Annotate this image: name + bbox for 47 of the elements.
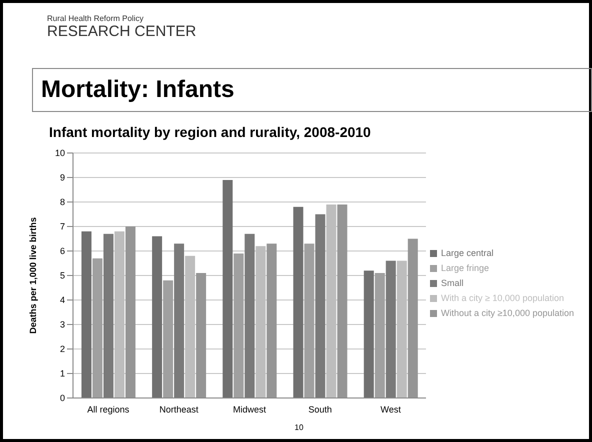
x-tick-label: All regions [87,404,130,414]
bar [244,234,255,398]
y-tick-label: 4 [60,295,65,306]
legend-label: With a city ≥ 10,000 population [440,292,564,302]
y-tick-label: 0 [60,393,65,404]
y-tick-label: 1 [60,368,65,379]
text: RESEARCH CENTER [47,23,196,40]
text: Rural Health Reform Policy [47,14,144,23]
bar [174,244,184,398]
bar [125,226,136,398]
bar [152,236,162,398]
bar [103,234,114,398]
bar [408,238,418,398]
legend-label: Large central [440,248,494,258]
y-tick-label: 8 [60,197,65,208]
y-tick-label: 6 [60,246,65,256]
bar [234,253,244,398]
y-tick-label: 5 [60,270,65,281]
y-tick-label: 9 [60,172,65,183]
bar [374,273,385,398]
bar [304,244,314,398]
y-axis-title: Deaths per 1,000 live births [28,217,38,334]
y-tick-label: 10 [54,148,65,158]
x-tick-label: South [308,404,332,414]
x-tick-label: Northeast [159,404,199,414]
legend-label: Small [440,278,464,288]
bar [92,258,102,398]
bar [196,273,206,398]
bar [222,180,233,398]
legend-label: Without a city ≥10,000 population [440,308,574,318]
bar [315,214,326,398]
bar [266,244,277,398]
x-tick-label: West [380,404,402,414]
chart-subtitle: Infant mortality by region and rurality, 2008-2010 [49,124,371,140]
bar [81,231,92,398]
x-tick-label: Midwest [232,404,266,414]
text: 10 [294,423,304,432]
bar [386,260,396,398]
bar [337,204,348,398]
bar [293,206,304,398]
y-tick-label: 3 [60,320,65,330]
y-tick-label: 2 [60,344,65,354]
legend-label: Large fringe [440,262,490,272]
bar [364,270,374,398]
chart-title: Mortality: Infants [32,68,592,112]
y-tick-label: 7 [60,222,65,232]
bar [163,280,174,398]
